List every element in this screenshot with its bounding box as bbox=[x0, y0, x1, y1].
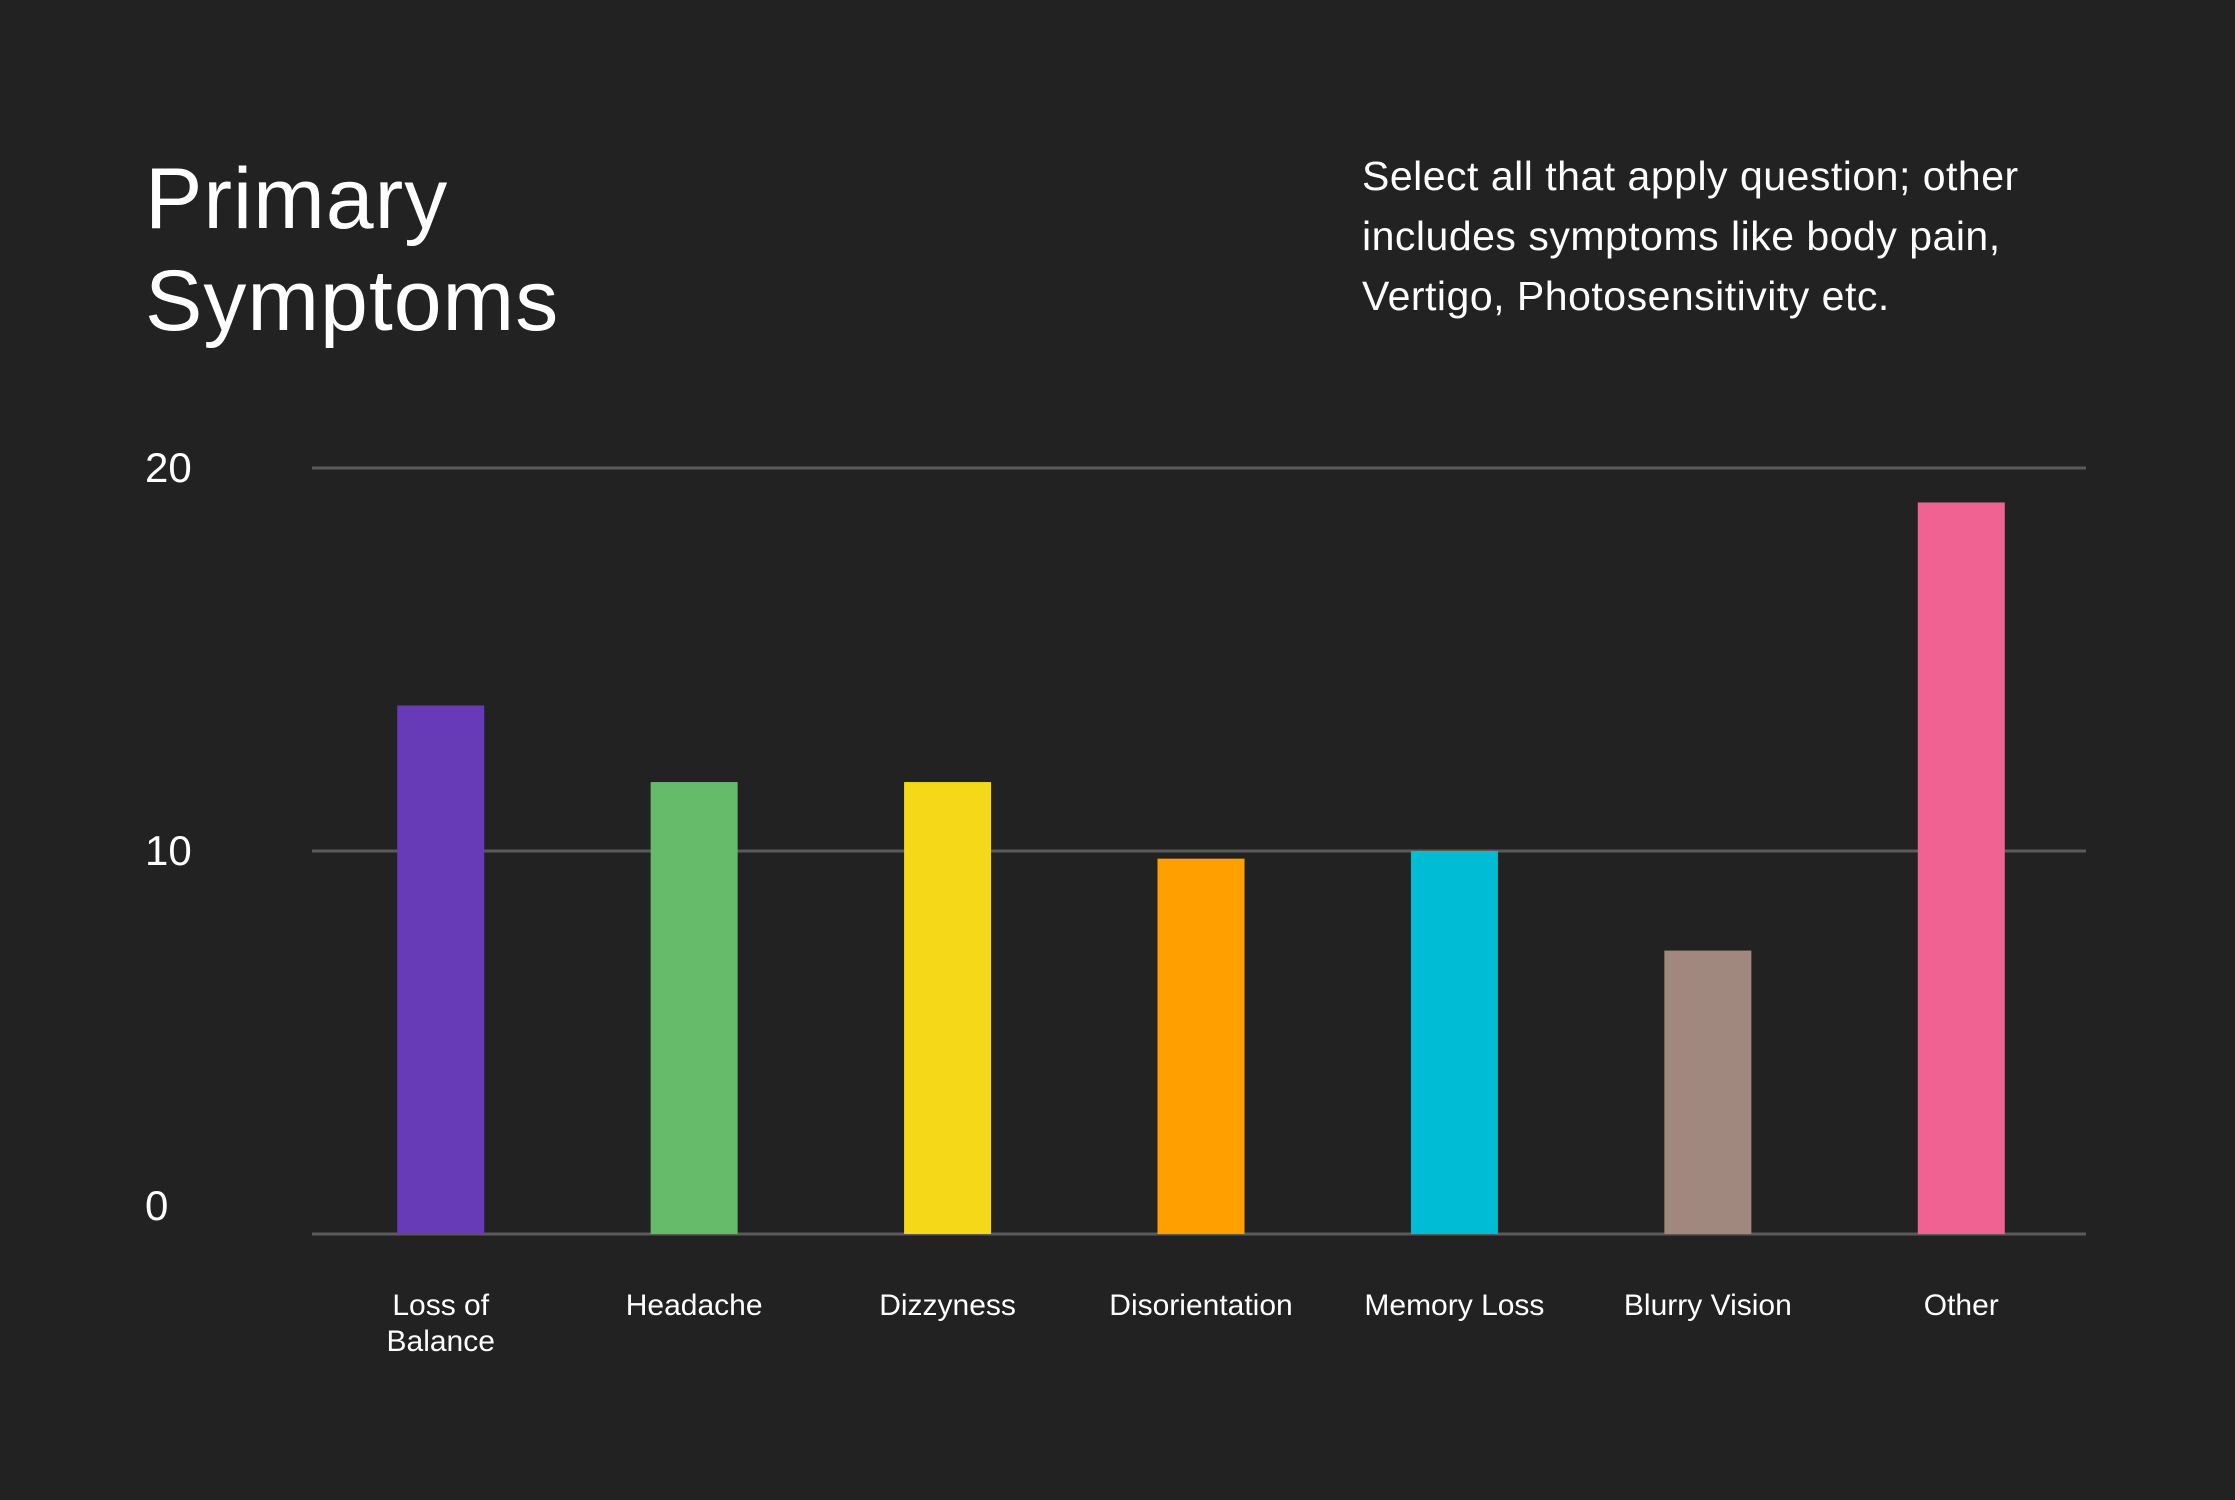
chart-title-line1: Primary bbox=[145, 151, 449, 247]
bar-5 bbox=[1664, 950, 1752, 1234]
bar-0 bbox=[397, 705, 485, 1234]
x-tick-label-3: Disorientation bbox=[1109, 1289, 1292, 1322]
x-tick-label-4: Memory Loss bbox=[1364, 1289, 1544, 1322]
y-tick-label-10: 10 bbox=[145, 827, 192, 874]
x-tick-label-6: Other bbox=[1924, 1289, 1999, 1322]
y-axis-ticks: 0 10 20 bbox=[145, 444, 192, 1229]
y-tick-label-20: 20 bbox=[145, 444, 192, 491]
bar-3 bbox=[1157, 858, 1245, 1234]
bar-6 bbox=[1917, 502, 2005, 1235]
bar-1 bbox=[650, 782, 738, 1234]
chart-title-line2: Symptoms bbox=[145, 253, 560, 349]
x-tick-label-5: Blurry Vision bbox=[1624, 1289, 1792, 1322]
bars bbox=[397, 502, 2005, 1235]
y-tick-label-0: 0 bbox=[145, 1182, 168, 1229]
x-tick-label-0: Loss of Balance bbox=[387, 1289, 495, 1358]
x-tick-label-2: Dizzyness bbox=[879, 1289, 1016, 1322]
bar-2 bbox=[904, 782, 992, 1234]
x-tick-label-1: Headache bbox=[626, 1289, 763, 1322]
x-axis-labels: Loss of Balance Headache Dizzyness Disorient… bbox=[387, 1289, 1999, 1358]
chart-note: Select all that apply question; other in… bbox=[1362, 153, 2019, 319]
chart-title: Primary Symptoms bbox=[145, 148, 845, 352]
bar-4 bbox=[1410, 851, 1498, 1234]
